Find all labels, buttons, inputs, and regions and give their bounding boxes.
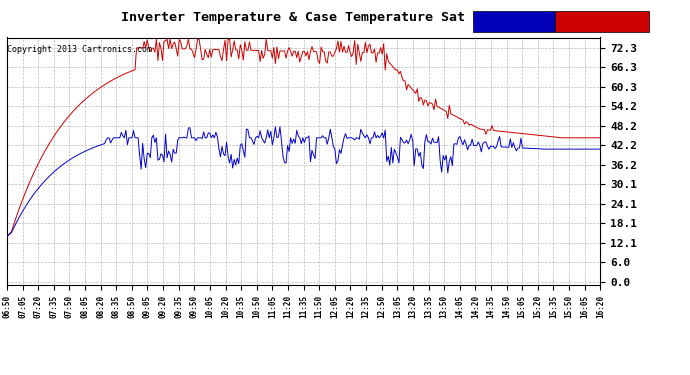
Text: Copyright 2013 Cartronics.com: Copyright 2013 Cartronics.com [7, 45, 152, 54]
Text: Inverter Temperature & Case Temperature Sat Nov 23 16:29: Inverter Temperature & Case Temperature … [121, 11, 569, 24]
Text: Inverter  (°C): Inverter (°C) [559, 17, 634, 26]
Text: Case  (°C): Case (°C) [476, 17, 530, 26]
